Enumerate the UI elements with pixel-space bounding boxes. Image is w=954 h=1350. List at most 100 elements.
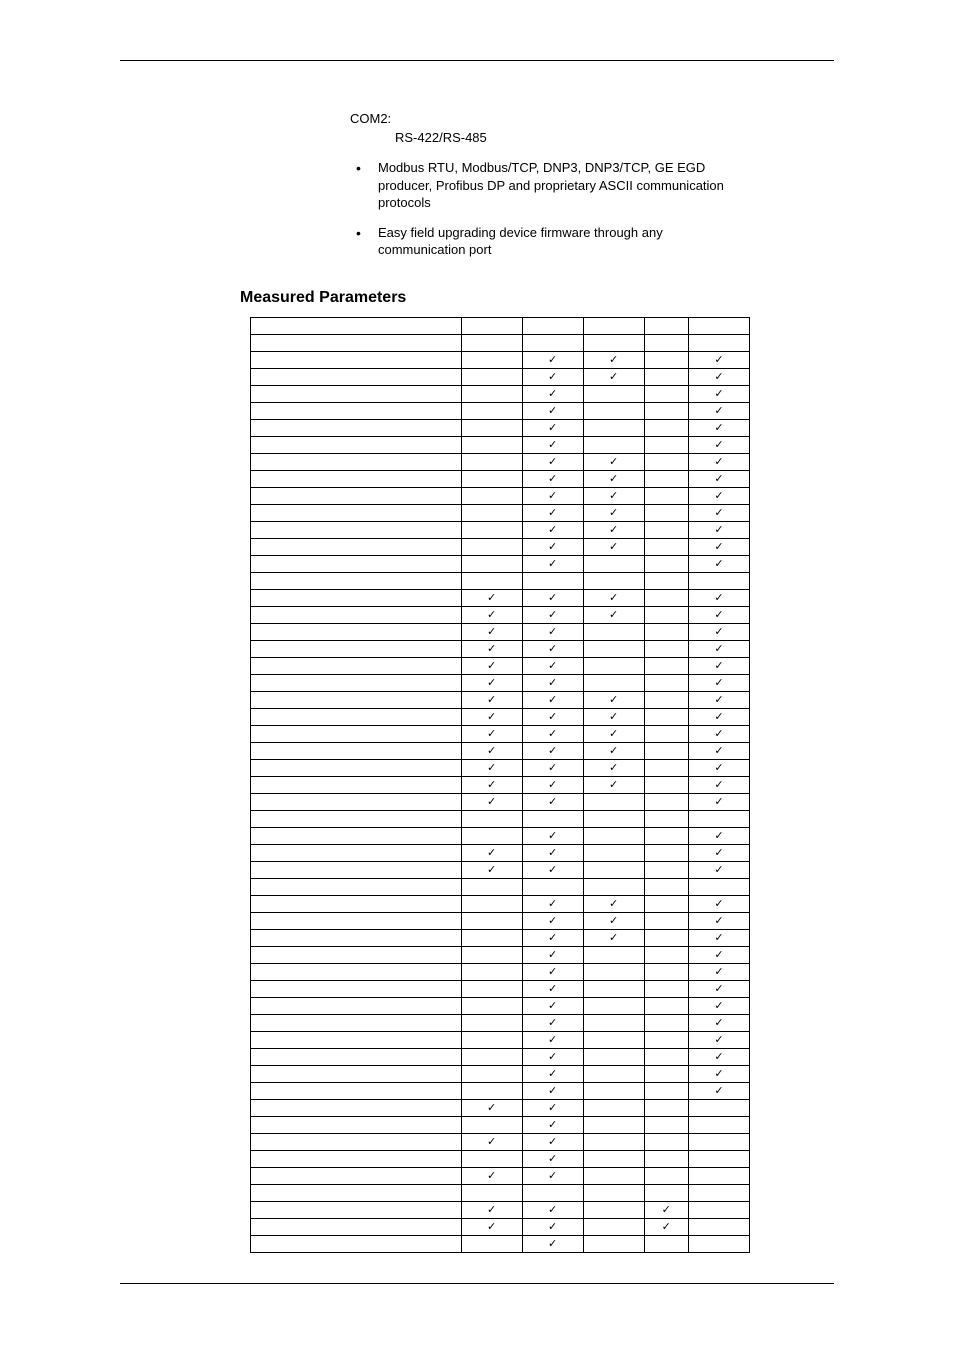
table-cell bbox=[688, 317, 749, 334]
table-cell bbox=[583, 436, 644, 453]
table-cell: ✓ bbox=[688, 793, 749, 810]
table-cell bbox=[461, 1184, 522, 1201]
bullet-list: Modbus RTU, Modbus/TCP, DNP3, DNP3/TCP, … bbox=[350, 159, 750, 259]
table-cell bbox=[251, 419, 462, 436]
table-cell bbox=[251, 742, 462, 759]
table-cell bbox=[688, 1099, 749, 1116]
table-cell bbox=[251, 674, 462, 691]
table-cell bbox=[461, 368, 522, 385]
table-cell bbox=[251, 402, 462, 419]
table-cell bbox=[583, 419, 644, 436]
table-cell bbox=[251, 912, 462, 929]
table-cell: ✓ bbox=[688, 691, 749, 708]
table-row: ✓✓✓ bbox=[251, 368, 750, 385]
table-cell: ✓ bbox=[522, 385, 583, 402]
parameters-table: ✓✓✓✓✓✓✓✓✓✓✓✓✓✓✓✓✓✓✓✓✓✓✓✓✓✓✓✓✓✓✓✓✓✓✓✓✓✓✓✓… bbox=[250, 317, 750, 1253]
table-cell: ✓ bbox=[688, 1014, 749, 1031]
table-cell: ✓ bbox=[461, 623, 522, 640]
table-cell bbox=[644, 929, 688, 946]
table-row bbox=[251, 1184, 750, 1201]
table-cell bbox=[461, 1031, 522, 1048]
table-cell: ✓ bbox=[522, 419, 583, 436]
bottom-divider bbox=[120, 1283, 834, 1284]
table-cell bbox=[251, 878, 462, 895]
table-cell: ✓ bbox=[583, 351, 644, 368]
table-cell: ✓ bbox=[522, 1116, 583, 1133]
table-cell bbox=[644, 1048, 688, 1065]
table-cell bbox=[461, 1082, 522, 1099]
table-cell: ✓ bbox=[688, 453, 749, 470]
table-cell: ✓ bbox=[522, 555, 583, 572]
table-row: ✓✓✓✓ bbox=[251, 759, 750, 776]
table-cell: ✓ bbox=[583, 895, 644, 912]
table-cell bbox=[644, 997, 688, 1014]
table-cell: ✓ bbox=[522, 538, 583, 555]
table-cell bbox=[251, 555, 462, 572]
table-row: ✓✓✓✓ bbox=[251, 589, 750, 606]
table-cell: ✓ bbox=[461, 691, 522, 708]
table-cell bbox=[644, 470, 688, 487]
table-cell bbox=[251, 810, 462, 827]
table-cell: ✓ bbox=[522, 1218, 583, 1235]
table-row: ✓✓ bbox=[251, 419, 750, 436]
table-cell bbox=[688, 1201, 749, 1218]
table-row: ✓✓✓ bbox=[251, 861, 750, 878]
table-row: ✓✓✓ bbox=[251, 793, 750, 810]
table-cell bbox=[688, 810, 749, 827]
table-cell bbox=[461, 980, 522, 997]
table-cell: ✓ bbox=[583, 912, 644, 929]
table-cell: ✓ bbox=[461, 742, 522, 759]
table-cell bbox=[644, 793, 688, 810]
table-cell: ✓ bbox=[688, 385, 749, 402]
table-row: ✓✓✓ bbox=[251, 929, 750, 946]
table-cell bbox=[688, 1116, 749, 1133]
table-cell: ✓ bbox=[583, 470, 644, 487]
table-cell bbox=[644, 776, 688, 793]
table-cell bbox=[583, 1014, 644, 1031]
table-cell: ✓ bbox=[522, 997, 583, 1014]
table-cell: ✓ bbox=[688, 1031, 749, 1048]
table-cell: ✓ bbox=[461, 1201, 522, 1218]
table-cell: ✓ bbox=[688, 640, 749, 657]
table-cell bbox=[251, 385, 462, 402]
table-cell: ✓ bbox=[522, 1150, 583, 1167]
table-cell bbox=[251, 623, 462, 640]
table-cell bbox=[461, 385, 522, 402]
table-cell bbox=[583, 1235, 644, 1252]
table-cell bbox=[644, 878, 688, 895]
table-cell bbox=[251, 1133, 462, 1150]
table-cell bbox=[644, 436, 688, 453]
table-cell bbox=[251, 691, 462, 708]
table-cell: ✓ bbox=[522, 589, 583, 606]
table-cell bbox=[461, 504, 522, 521]
table-cell bbox=[522, 810, 583, 827]
table-cell: ✓ bbox=[688, 538, 749, 555]
table-cell bbox=[251, 861, 462, 878]
table-cell: ✓ bbox=[688, 1065, 749, 1082]
table-cell bbox=[583, 1031, 644, 1048]
table-cell: ✓ bbox=[583, 453, 644, 470]
table-cell bbox=[251, 504, 462, 521]
table-row bbox=[251, 810, 750, 827]
table-cell bbox=[583, 1082, 644, 1099]
table-cell: ✓ bbox=[522, 1065, 583, 1082]
table-cell: ✓ bbox=[688, 980, 749, 997]
table-row: ✓ bbox=[251, 1235, 750, 1252]
table-cell bbox=[251, 1082, 462, 1099]
table-cell: ✓ bbox=[688, 470, 749, 487]
table-cell bbox=[583, 623, 644, 640]
table-cell bbox=[644, 657, 688, 674]
table-cell: ✓ bbox=[583, 521, 644, 538]
table-cell: ✓ bbox=[522, 980, 583, 997]
table-cell: ✓ bbox=[522, 1133, 583, 1150]
table-cell bbox=[644, 640, 688, 657]
table-cell bbox=[461, 334, 522, 351]
table-cell bbox=[644, 453, 688, 470]
table-cell: ✓ bbox=[688, 402, 749, 419]
table-row: ✓✓ bbox=[251, 1167, 750, 1184]
table-cell bbox=[583, 317, 644, 334]
table-cell bbox=[461, 521, 522, 538]
table-cell bbox=[688, 1167, 749, 1184]
table-cell: ✓ bbox=[522, 368, 583, 385]
table-cell bbox=[583, 657, 644, 674]
